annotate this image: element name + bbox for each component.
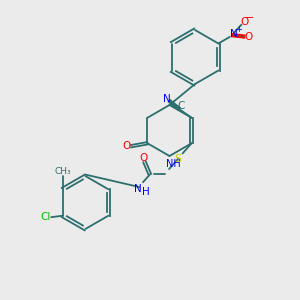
Text: Cl: Cl <box>40 212 50 222</box>
Text: O: O <box>123 141 131 151</box>
Text: N: N <box>230 29 238 39</box>
Text: CH₃: CH₃ <box>55 167 71 176</box>
Text: NH: NH <box>166 159 181 170</box>
Text: O: O <box>240 16 249 27</box>
Text: −: − <box>245 13 255 23</box>
Text: O: O <box>244 32 253 42</box>
Text: +: + <box>235 25 242 34</box>
Text: N: N <box>134 184 142 194</box>
Text: H: H <box>142 187 150 197</box>
Text: C: C <box>178 101 185 111</box>
Text: S: S <box>175 154 182 164</box>
Text: N: N <box>163 94 171 104</box>
Text: O: O <box>140 153 148 163</box>
